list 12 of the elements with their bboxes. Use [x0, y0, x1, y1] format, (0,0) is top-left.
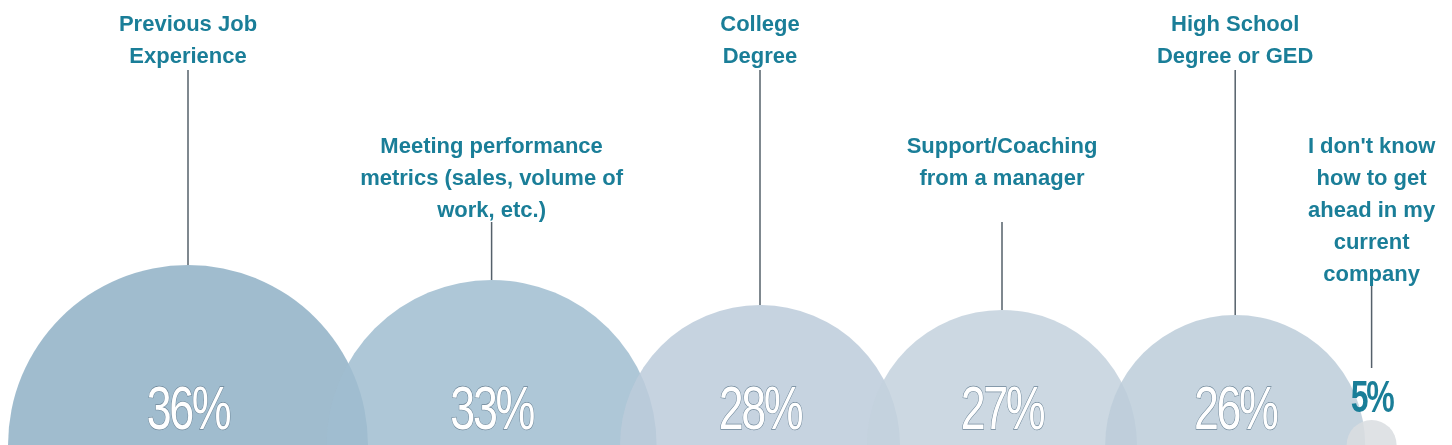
data-label: 26%	[1193, 372, 1278, 442]
data-label: 33%	[450, 372, 534, 442]
category-label: Support/Coaching from a manager	[905, 132, 1099, 192]
category-label: College Degree	[719, 10, 801, 70]
category-label: Meeting performance metrics (sales, volume of work, etc.)	[359, 132, 625, 224]
data-label: 27%	[960, 372, 1045, 442]
data-label: 5%	[1350, 371, 1395, 422]
category-label: I don't know how to get ahead in my current company	[1306, 132, 1437, 288]
category-label: Previous Job Experience	[117, 10, 259, 70]
data-label: 36%	[146, 372, 231, 442]
category-label: High School Degree or GED	[1155, 10, 1315, 70]
data-label: 28%	[718, 372, 803, 442]
